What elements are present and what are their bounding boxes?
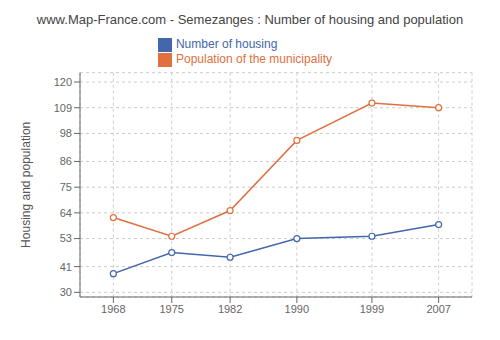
svg-text:109: 109	[54, 102, 72, 114]
html-text:www.Map-France.com - Semezange: www.Map-France.com - Semezanges : Number…	[36, 12, 464, 27]
svg-text:41: 41	[60, 261, 72, 273]
svg-text:64: 64	[60, 207, 72, 219]
html-text:Number of housing: Number of housing	[176, 37, 278, 51]
svg-text:1982: 1982	[218, 303, 242, 315]
svg-text:2007: 2007	[426, 303, 450, 315]
svg-text:75: 75	[60, 181, 72, 193]
svg-text:1990: 1990	[285, 303, 309, 315]
svg-text:86: 86	[60, 155, 72, 167]
svg-text:Housing and population: Housing and population	[19, 122, 33, 248]
svg-text:120: 120	[54, 76, 72, 88]
svg-text:1968: 1968	[101, 303, 125, 315]
svg-text:53: 53	[60, 232, 72, 244]
svg-text:1975: 1975	[160, 303, 184, 315]
svg-text:98: 98	[60, 127, 72, 139]
svg-text:1999: 1999	[360, 303, 384, 315]
html-text:Population of the municipality: Population of the municipality	[176, 51, 332, 66]
svg-text:30: 30	[60, 286, 72, 298]
